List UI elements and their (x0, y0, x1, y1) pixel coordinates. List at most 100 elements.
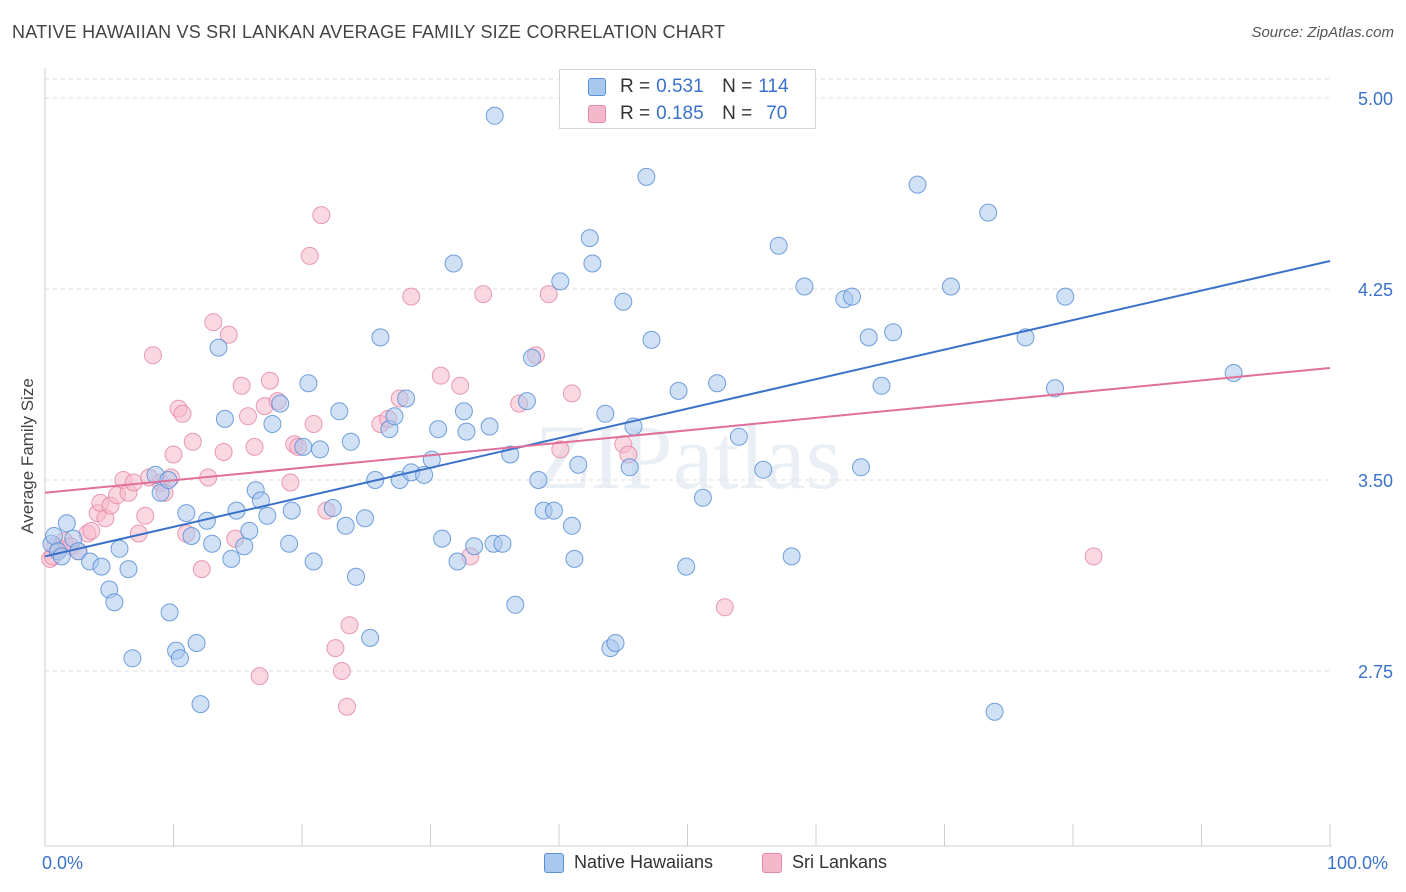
data-point (580, 229, 599, 248)
data-point (215, 409, 234, 428)
x-tick-label-max: 100.0% (1327, 853, 1389, 873)
data-point (539, 285, 558, 304)
data-point (304, 552, 323, 571)
series-sri-lankans (41, 206, 1103, 716)
data-point (782, 547, 801, 566)
data-point (92, 557, 111, 576)
data-point (187, 634, 206, 652)
legend-stats: R = 0.531 N = 114 R = 0.185 N = 70 (559, 69, 816, 129)
data-point (795, 277, 814, 296)
data-point (480, 417, 499, 436)
legend-swatch-blue (588, 78, 606, 96)
data-point (258, 506, 277, 525)
data-point (250, 667, 269, 686)
data-point (985, 702, 1004, 721)
data-point (397, 389, 416, 408)
data-point (204, 313, 223, 332)
data-point (1016, 328, 1035, 347)
data-point (551, 272, 570, 291)
legend-item-native-hawaiians[interactable]: Native Hawaiians (544, 852, 713, 873)
data-point (164, 445, 183, 464)
data-point (979, 203, 998, 222)
data-point (323, 499, 342, 517)
data-point (209, 338, 228, 357)
data-point (852, 458, 870, 477)
y-tick-label: 5.00 (1358, 89, 1393, 109)
legend-n-value: 70 (766, 103, 788, 124)
data-point (1084, 547, 1103, 566)
data-point (281, 473, 300, 492)
data-point (192, 560, 211, 579)
legend-n-label: N = (722, 76, 753, 97)
data-point (340, 616, 359, 635)
data-point (312, 206, 331, 225)
data-point (330, 402, 349, 421)
data-point (444, 254, 463, 273)
data-point (562, 384, 581, 403)
data-point (124, 473, 143, 492)
series-native-hawaiians (42, 106, 1243, 721)
data-point (941, 277, 960, 296)
data-point (402, 287, 421, 306)
data-point (251, 491, 270, 510)
watermark: ZIPatlas (535, 406, 842, 508)
data-point (294, 437, 313, 456)
data-point (729, 427, 748, 446)
data-point (451, 376, 470, 395)
y-tick-label: 2.75 (1358, 662, 1393, 682)
data-point (884, 323, 903, 342)
data-point (240, 521, 259, 540)
data-point (123, 649, 142, 668)
data-point (260, 371, 279, 390)
axes (44, 68, 1332, 847)
data-point (82, 521, 101, 540)
data-point (299, 374, 318, 393)
data-point (282, 501, 301, 520)
data-point (431, 366, 450, 385)
chart-title: NATIVE HAWAIIAN VS SRI LANKAN AVERAGE FA… (12, 22, 726, 42)
grid-lines (45, 78, 1330, 672)
data-point (203, 534, 222, 553)
data-point (614, 292, 633, 311)
data-point (429, 420, 448, 439)
data-point (347, 567, 365, 586)
data-point (105, 593, 124, 612)
data-point (183, 432, 202, 451)
trend-line-sri-lankans (44, 366, 1331, 494)
data-point (191, 695, 210, 714)
data-point (715, 598, 734, 617)
legend-row-sri-lankans: R = 0.185 N = 70 (560, 101, 787, 127)
data-point (565, 549, 584, 568)
data-point (596, 404, 615, 423)
data-point (311, 440, 329, 459)
legend-n-label: N = (722, 103, 753, 124)
data-point (693, 488, 712, 507)
data-point (239, 407, 257, 426)
data-point (677, 557, 696, 576)
data-point (300, 246, 319, 265)
data-point (523, 348, 541, 367)
data-point (551, 440, 570, 459)
data-point (908, 175, 927, 194)
data-point (562, 516, 581, 535)
data-point (708, 374, 727, 393)
legend-series: Native Hawaiians Sri Lankans (0, 852, 1406, 876)
data-point (271, 394, 290, 413)
data-point (326, 639, 345, 658)
legend-r-value: 0.185 (656, 103, 704, 124)
data-point (136, 506, 155, 525)
data-point (583, 254, 602, 273)
data-point (1046, 379, 1064, 398)
legend-label: Sri Lankans (792, 852, 888, 872)
legend-item-sri-lankans[interactable]: Sri Lankans (762, 852, 887, 873)
legend-label: Native Hawaiians (574, 852, 714, 872)
data-point (332, 662, 351, 680)
data-point (454, 402, 473, 421)
data-point (769, 236, 788, 255)
data-point (620, 458, 639, 477)
data-point (569, 455, 588, 474)
data-point (143, 346, 162, 365)
data-point (222, 549, 241, 568)
data-point (1224, 364, 1243, 382)
